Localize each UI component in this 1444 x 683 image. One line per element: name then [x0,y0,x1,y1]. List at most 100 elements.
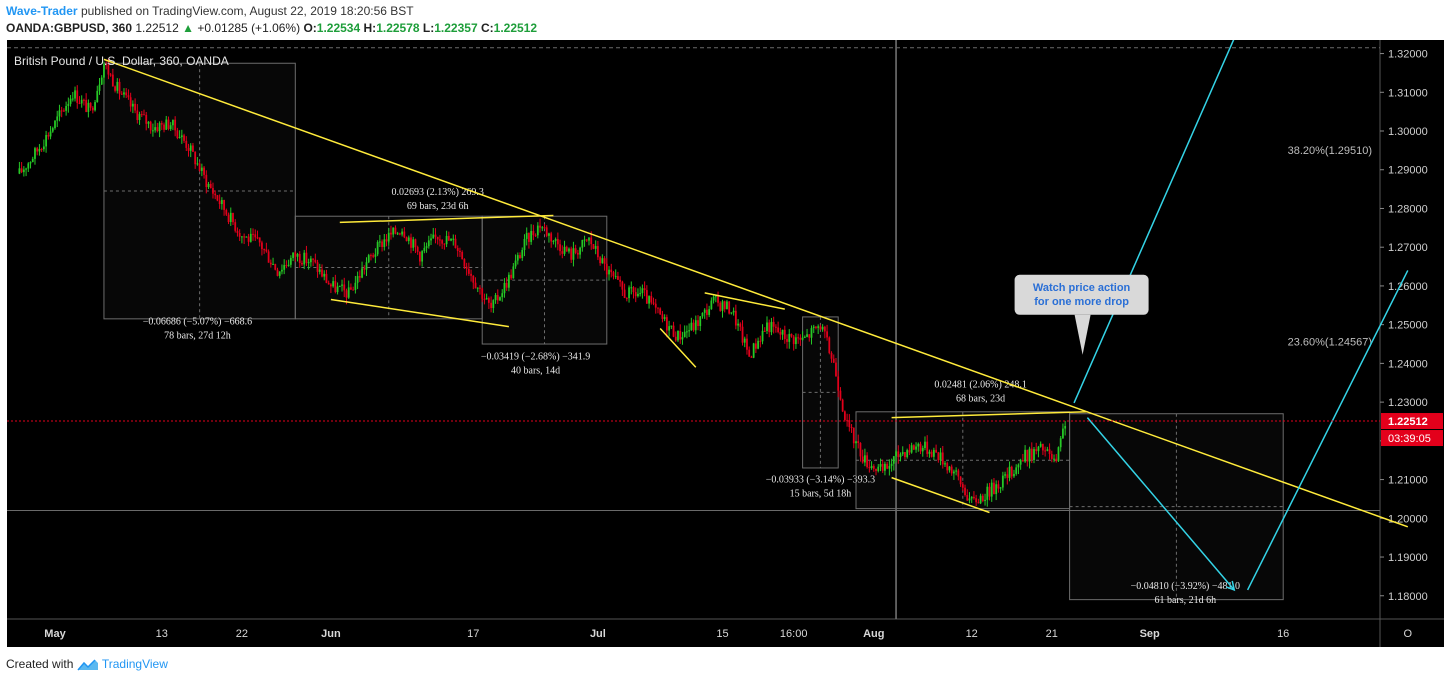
candle-body [892,456,895,464]
candle-body [38,148,41,152]
measure-label-value: −0.03933 (−3.14%) −393.3 [766,474,875,485]
trend-line [103,58,1409,528]
candle-body [601,258,604,264]
candle-body [180,135,183,138]
candle-body [612,272,615,277]
candle-body [447,235,450,241]
candle-body [941,452,944,465]
candle-body [281,269,283,272]
tradingview-brand[interactable]: TradingView [101,657,168,671]
candle-body [605,263,608,275]
candle-body [156,127,159,132]
candle-body [588,237,590,241]
candle-body [530,231,533,242]
candle-body [884,463,886,471]
candle-body [78,102,81,104]
candle-body [568,248,570,252]
candle-body [167,119,170,129]
candle-body [427,240,430,247]
candle-body [886,463,889,469]
candle-body [465,266,468,269]
y-tick-label: 1.20000 [1388,513,1428,525]
candle-body [552,240,555,242]
close-label: C: [480,21,494,35]
candle-body [1015,467,1018,474]
candle-body [525,232,528,239]
candle-body [995,484,998,495]
candle-body [759,340,762,342]
callout-line2: for one more drop [1034,296,1129,308]
candle-body [198,163,201,171]
candle-body [172,119,174,126]
candle-body [801,337,804,340]
measure-label-bars: 15 bars, 5d 18h [790,488,852,499]
measure-label-bars: 69 bars, 23d 6h [407,201,469,212]
projection-line [1246,270,1409,591]
candle-body [490,302,492,308]
candle-body [1062,428,1064,439]
candle-body [398,233,401,235]
candle-body [563,246,566,254]
candle-body [265,249,268,252]
candle-body [1008,466,1011,478]
candle-body [953,471,955,474]
candle-body [843,411,846,421]
candle-body [152,130,154,132]
candle-body [283,265,286,270]
candle-body [877,466,880,471]
candle-body [970,496,973,499]
candle-body [926,441,929,454]
candle-body [209,183,212,189]
candle-body [120,93,123,95]
candle-body [532,231,535,236]
candle-body [392,227,395,235]
candle-body [984,499,986,501]
candle-body [292,252,294,258]
candle-body [823,326,826,332]
candle-body [608,269,610,275]
candle-body [309,258,312,263]
candle-body [416,247,419,252]
x-tick-label: May [44,628,66,640]
price-chart[interactable]: 1.32000 1.31000 1.30000 1.29000 1.28000 1.270… [0,40,1444,647]
candle-body [559,244,561,252]
candle-body [194,151,197,165]
low-value: 1.22357 [434,21,478,35]
candle-body [325,273,328,283]
y-tick-label: 1.18000 [1388,591,1428,603]
candle-body [757,340,759,349]
candle-body [734,310,737,326]
x-tick-label: 12 [966,628,978,640]
candle-body [957,470,960,477]
measure-label-value: −0.06686 (−5.07%) −668.6 [143,317,252,328]
candle-body [599,257,602,264]
chart-title: British Pound / U.S. Dollar, 360, OANDA [14,54,229,68]
candle-body [419,251,421,262]
candle-body [74,90,76,99]
candle-body [528,232,530,242]
candle-body [950,466,953,474]
candle-body [1044,450,1047,452]
candle-body [739,323,742,327]
candle-body [519,255,521,258]
candle-body [594,246,597,249]
candle-body [924,441,926,449]
x-tick-label: Jun [321,628,341,640]
candle-body [463,259,466,267]
candle-body [441,240,444,244]
author-link[interactable]: Wave-Trader [6,4,78,18]
candle-body [857,441,860,444]
y-tick-label: 1.29000 [1388,165,1428,177]
candle-body [298,253,301,263]
candle-body [27,163,30,169]
fib-level-label: 38.20%(1.29510) [1288,145,1372,157]
candle-body [697,320,699,326]
candle-body [461,251,464,260]
candle-body [140,114,143,116]
candle-body [681,337,684,340]
candle-body [619,279,622,282]
candle-body [456,248,459,251]
candle-body [699,316,702,326]
candle-body [1050,453,1053,459]
footer: Created with TradingView [6,657,168,672]
